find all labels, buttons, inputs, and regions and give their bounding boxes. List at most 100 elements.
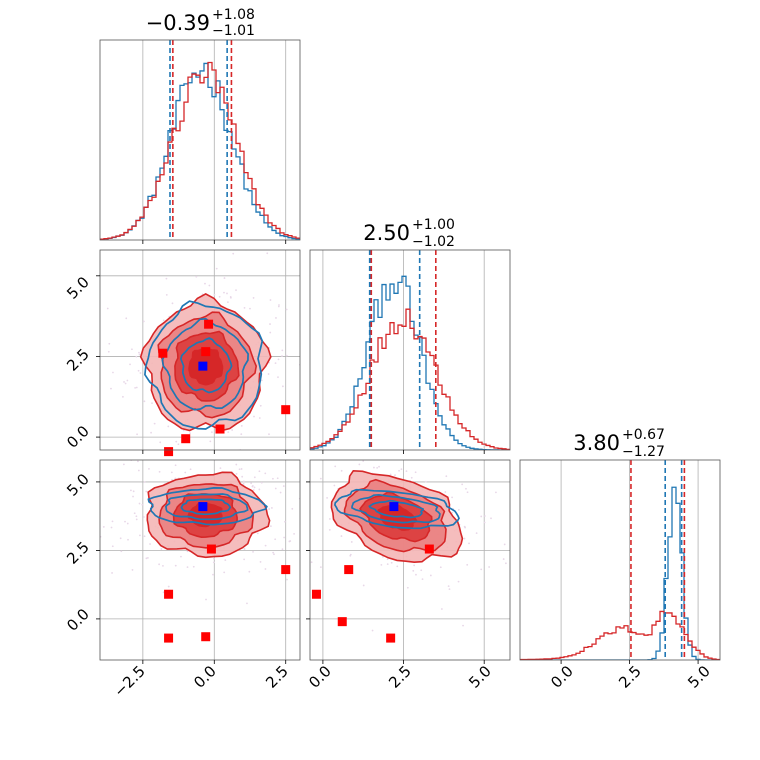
sample-point: [216, 458, 218, 460]
sample-point: [131, 569, 134, 571]
sample-point: [111, 520, 114, 523]
sample-point: [151, 402, 153, 405]
sample-point: [284, 520, 286, 523]
sample-point: [162, 319, 165, 322]
sample-point: [380, 563, 383, 566]
sample-point: [285, 354, 288, 357]
sample-point: [162, 564, 164, 567]
sample-point: [312, 375, 314, 377]
panel-frame-d1: [309, 249, 511, 451]
panel-frame-s10: [99, 249, 301, 451]
sample-point: [371, 629, 374, 632]
sample-point: [126, 522, 129, 525]
truth-point: [198, 361, 208, 371]
histogram-step-line: [100, 61, 300, 240]
sample-point: [175, 440, 178, 443]
sample-point: [146, 557, 149, 559]
title-median: 2.50: [363, 221, 410, 245]
sample-point: [284, 505, 286, 507]
sample-point: [223, 277, 226, 279]
sample-point: [195, 275, 198, 278]
sample-point: [94, 316, 96, 318]
sample-point: [209, 440, 212, 443]
sample-point: [123, 381, 125, 383]
tick-marks: [96, 240, 699, 664]
sample-point: [111, 572, 113, 574]
marker-point: [201, 632, 211, 642]
y-tick-label: 2.5: [63, 538, 93, 568]
sample-point: [235, 289, 237, 292]
sample-point: [283, 536, 286, 539]
sample-point: [302, 453, 304, 455]
x-tick-label: 5.0: [465, 662, 495, 692]
sample-point: [171, 478, 173, 481]
sample-point: [189, 468, 192, 471]
marker-point: [164, 633, 174, 643]
sample-point: [148, 467, 150, 470]
sample-point: [275, 514, 277, 516]
sample-point: [295, 442, 297, 444]
histogram-step-line: [520, 610, 720, 660]
sample-point: [273, 553, 275, 556]
sample-point: [475, 532, 478, 535]
sample-point: [266, 252, 269, 255]
sample-point: [502, 558, 505, 560]
sample-point: [240, 468, 243, 470]
sample-point: [279, 491, 282, 494]
sample-point: [340, 469, 343, 472]
sample-point: [291, 507, 294, 510]
sample-point: [420, 569, 423, 572]
sample-point: [125, 317, 128, 320]
sample-point: [398, 469, 400, 472]
sample-point: [421, 578, 424, 581]
sample-point: [192, 565, 195, 568]
title-plus: +1.08: [212, 7, 255, 23]
sample-point: [122, 463, 125, 466]
sample-point: [259, 561, 262, 563]
sample-point: [240, 433, 243, 436]
y-tick-labels-row-1: 0.0 2.5 5.0: [63, 273, 93, 452]
sample-point: [201, 453, 203, 455]
sample-point: [243, 558, 246, 561]
sample-point: [441, 452, 443, 454]
marker-point: [201, 347, 211, 357]
sample-point: [210, 431, 213, 434]
sample-point: [259, 404, 262, 407]
density-contour-secondary: [180, 337, 233, 394]
sample-point: [165, 293, 168, 296]
sample-point: [167, 585, 170, 588]
x-tick-label: 2.5: [615, 662, 645, 692]
sample-point: [92, 363, 94, 365]
sample-point: [180, 555, 182, 558]
sample-point: [110, 387, 112, 390]
sample-point: [272, 477, 274, 480]
marker-point: [337, 617, 347, 627]
sample-point: [270, 447, 272, 449]
sample-point: [328, 528, 331, 531]
sample-point: [274, 362, 277, 365]
sample-point: [139, 372, 142, 374]
sample-point: [131, 348, 133, 351]
sample-point: [158, 470, 161, 473]
sample-point: [124, 520, 126, 523]
marker-point: [281, 565, 291, 575]
density-contour-secondary: [147, 487, 268, 526]
sample-point: [504, 562, 507, 565]
sample-point: [256, 532, 259, 535]
sample-point: [134, 386, 137, 389]
sample-point: [386, 563, 389, 566]
sample-point: [282, 470, 284, 472]
histogram-d0: [100, 40, 300, 240]
sample-point: [132, 490, 135, 493]
sample-point: [424, 480, 427, 483]
sample-point: [112, 371, 114, 374]
sample-point: [224, 559, 227, 562]
sample-point: [174, 464, 177, 467]
sample-point: [292, 505, 294, 507]
sample-point: [171, 302, 174, 305]
panel-frames: [99, 39, 721, 661]
sample-point: [296, 501, 298, 503]
sample-point: [223, 571, 226, 574]
sample-point: [252, 489, 255, 491]
sample-point: [328, 518, 331, 520]
